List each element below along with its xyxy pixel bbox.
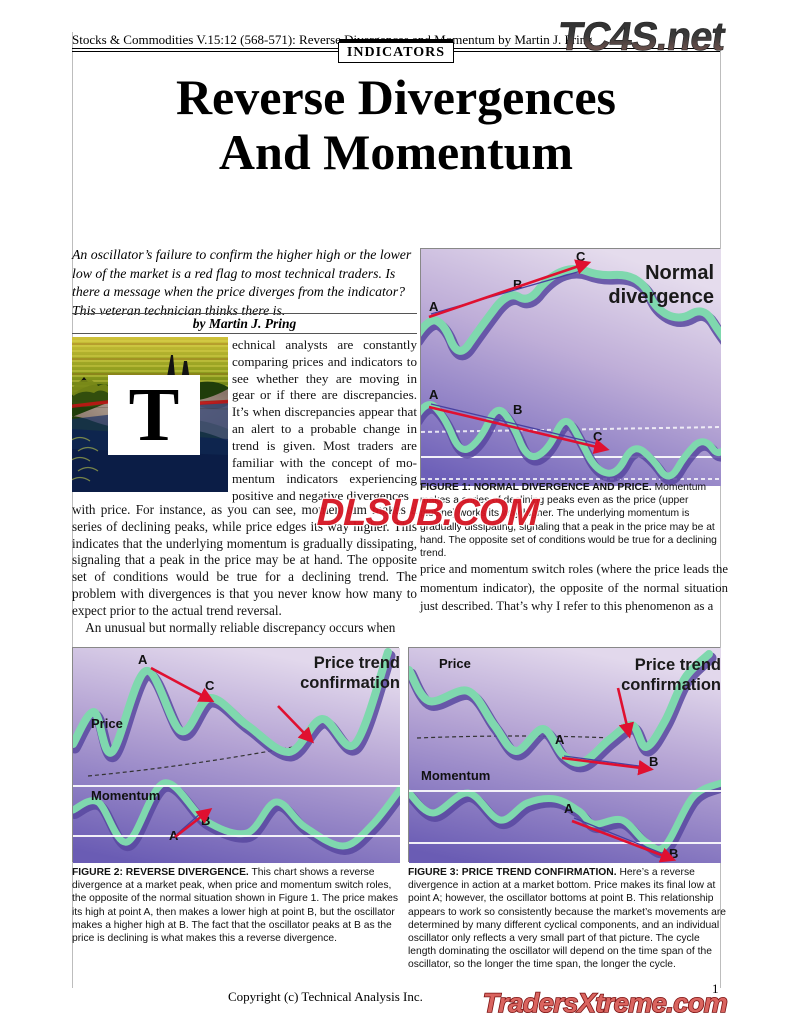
svg-text:Price: Price [439, 656, 471, 671]
svg-text:B: B [513, 402, 522, 417]
svg-text:A: A [138, 652, 148, 667]
svg-text:Momentum: Momentum [91, 788, 160, 803]
svg-text:Price trend: Price trend [635, 656, 721, 674]
svg-text:Momentum: Momentum [421, 768, 490, 783]
svg-text:A: A [555, 732, 565, 747]
svg-text:TC4S.net: TC4S.net [558, 14, 728, 59]
svg-text:C: C [576, 249, 586, 264]
svg-text:confirmation: confirmation [621, 676, 721, 694]
svg-text:A: A [564, 801, 574, 816]
svg-text:confirmation: confirmation [300, 674, 400, 692]
svg-text:B: B [649, 754, 658, 769]
svg-text:B: B [669, 846, 678, 861]
svg-text:divergence: divergence [608, 286, 714, 308]
svg-text:B: B [201, 813, 210, 828]
svg-text:C: C [593, 429, 603, 444]
svg-text:Price: Price [91, 716, 123, 731]
svg-text:Normal: Normal [645, 262, 714, 284]
svg-text:A: A [429, 387, 439, 402]
svg-text:C: C [205, 678, 215, 693]
svg-text:Price trend: Price trend [314, 654, 400, 672]
